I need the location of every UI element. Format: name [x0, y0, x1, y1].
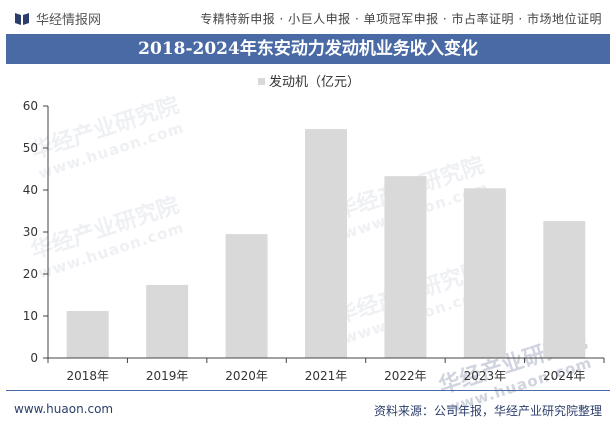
x-tick-label: 2021年 [305, 369, 348, 383]
bar [463, 188, 506, 358]
y-tick-label: 20 [23, 267, 38, 281]
x-tick-label: 2019年 [146, 369, 189, 383]
footer-divider [6, 390, 610, 391]
y-tick-label: 0 [30, 351, 38, 365]
brand-name: 华经情报网 [36, 13, 102, 28]
bar [305, 129, 347, 358]
chart-title: 2018-2024年东安动力发动机业务收入变化 [6, 34, 610, 64]
x-tick-label: 2018年 [66, 369, 109, 383]
footer-source: 资料来源：公司年报，华经产业研究院整理 [373, 404, 602, 418]
y-tick-label: 50 [23, 141, 38, 155]
bar [146, 284, 189, 358]
y-tick-label: 30 [23, 225, 38, 239]
bar [225, 234, 268, 358]
x-tick-label: 2020年 [225, 369, 268, 383]
footer-url[interactable]: www.huaon.com [14, 402, 114, 416]
brand[interactable]: 华经情报网 [14, 9, 101, 28]
bar [66, 310, 109, 358]
x-tick-label: 2023年 [464, 369, 507, 383]
x-tick-label: 2024年 [543, 369, 586, 383]
x-tick-label: 2022年 [384, 369, 427, 383]
service-links[interactable]: 专精特新申报 · 小巨人申报 · 单项冠军申报 · 市占率证明 · 市场地位证明 [200, 12, 602, 26]
legend-label: 发动机（亿元） [269, 74, 360, 90]
chart: 发动机（亿元） 0 10 20 30 40 50 60 2018年 2019年 2020年 2021年… [23, 74, 605, 383]
top-bar: 华经情报网 专精特新申报 · 小巨人申报 · 单项冠军申报 · 市占率证明 · … [0, 0, 616, 34]
bar [543, 221, 586, 358]
y-tick-label: 40 [23, 183, 38, 197]
legend-swatch [258, 78, 265, 85]
bar [384, 176, 427, 358]
book-icon [15, 12, 29, 25]
y-tick-label: 60 [23, 99, 38, 113]
y-tick-label: 10 [23, 309, 38, 323]
